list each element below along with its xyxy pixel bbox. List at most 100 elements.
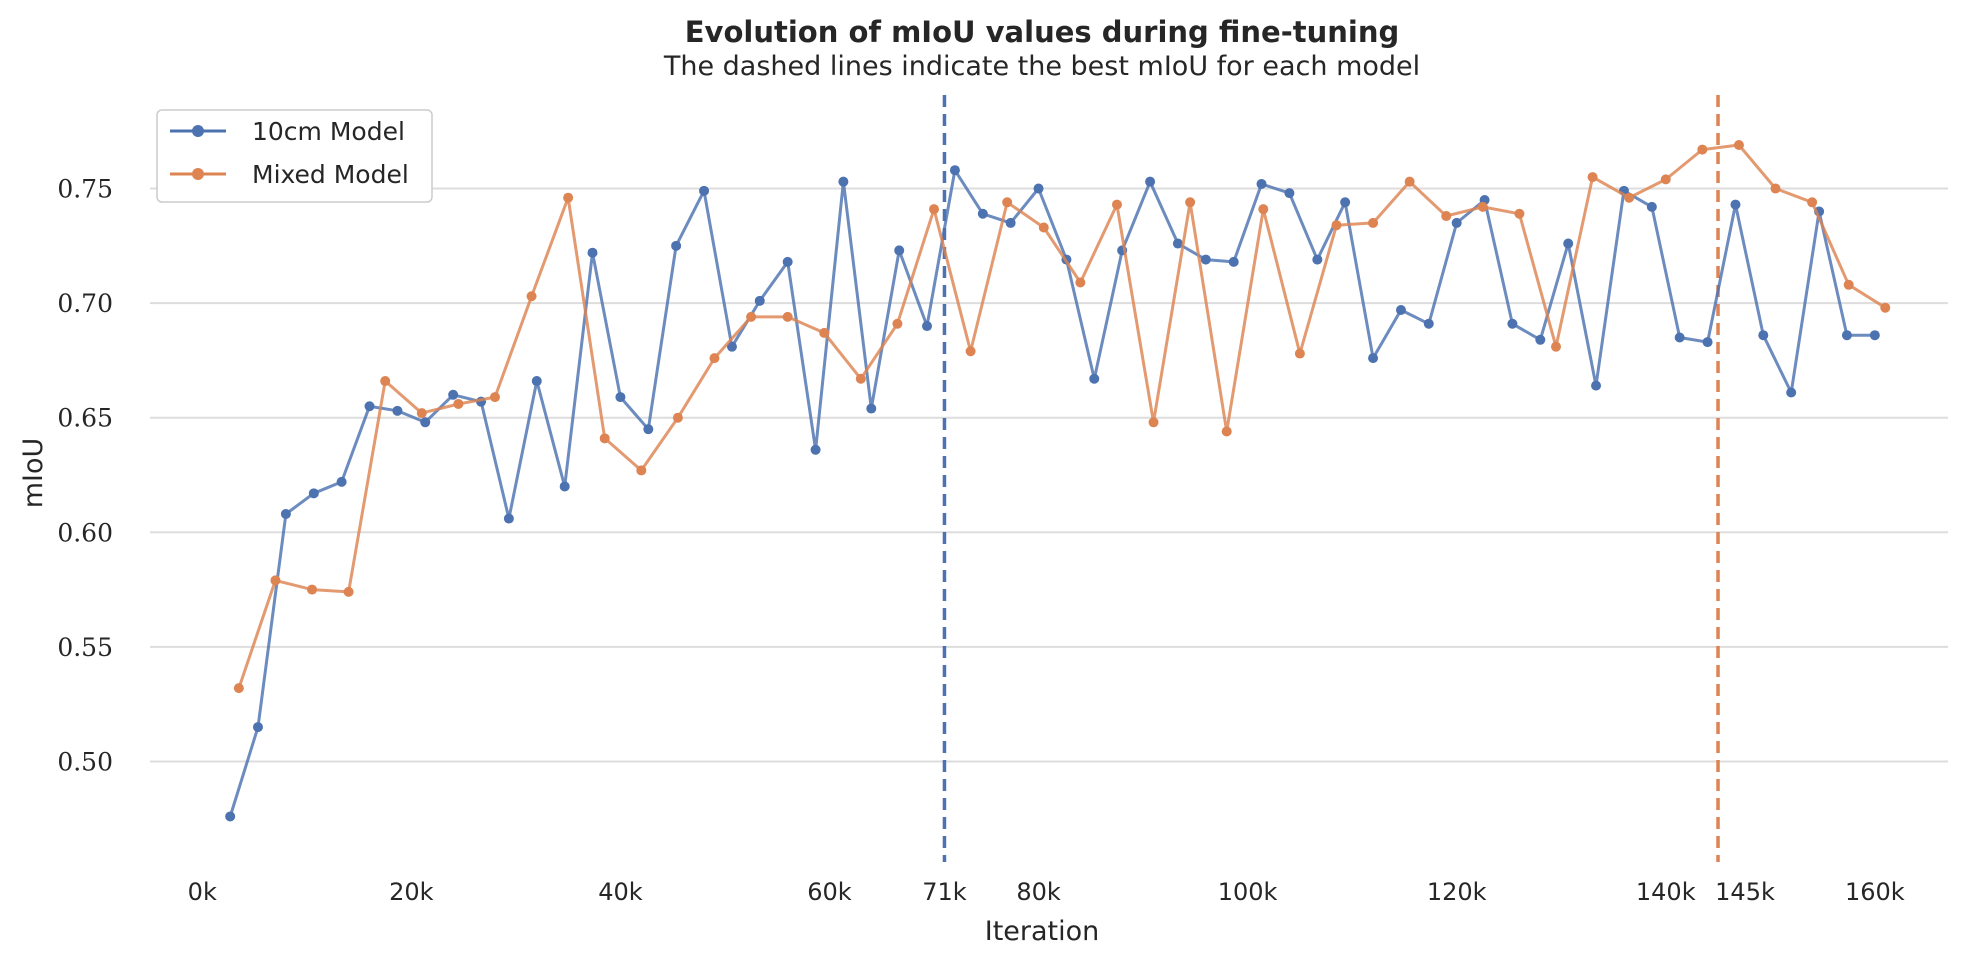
data-point xyxy=(307,584,318,595)
chart-subtitle: The dashed lines indicate the best mIoU … xyxy=(663,51,1420,82)
data-point xyxy=(1312,254,1323,265)
data-point xyxy=(949,165,960,176)
data-point xyxy=(453,398,464,409)
data-point xyxy=(1624,192,1635,203)
data-point xyxy=(1145,176,1156,187)
y-tick-label: 0.70 xyxy=(57,289,113,318)
x-tick-label: 120k xyxy=(1427,878,1487,906)
x-tick-label: 60k xyxy=(807,878,852,906)
data-point xyxy=(965,346,976,357)
best-miou-lines: 71k 145k xyxy=(922,95,1775,906)
data-point xyxy=(1646,201,1657,212)
data-point xyxy=(819,327,830,338)
data-point xyxy=(1550,341,1561,352)
chart-title: Evolution of mIoU values during fine-tun… xyxy=(685,15,1399,49)
legend-item-10cm-model: 10cm Model xyxy=(170,117,405,146)
data-point xyxy=(1033,183,1044,194)
legend-item-mixed-model: Mixed Model xyxy=(170,160,409,189)
legend-marker-mixed-model xyxy=(192,168,204,180)
data-point xyxy=(531,376,542,387)
data-point xyxy=(977,208,988,219)
x-tick-label: 0k xyxy=(188,878,217,906)
data-point xyxy=(1038,222,1049,233)
data-point xyxy=(1507,318,1518,329)
data-point xyxy=(1284,188,1295,199)
x-tick-label: 160k xyxy=(1845,878,1905,906)
data-point xyxy=(392,405,403,416)
x-tick-labels: 0k 20k 40k 60k 80k 100k 120k 140k 160k xyxy=(188,878,1905,906)
data-point xyxy=(1880,302,1891,313)
data-point xyxy=(892,318,903,329)
data-point xyxy=(1441,211,1452,222)
x-tick-label: 140k xyxy=(1636,878,1696,906)
data-point xyxy=(1258,204,1269,215)
gridlines xyxy=(150,187,1948,763)
y-tick-label: 0.50 xyxy=(57,747,113,776)
data-point xyxy=(1674,332,1685,343)
data-point xyxy=(225,811,236,822)
best-miou-label: 145k xyxy=(1715,878,1775,906)
data-point xyxy=(1228,256,1239,267)
data-point xyxy=(1340,197,1351,208)
legend: 10cm Model Mixed Model xyxy=(156,109,433,203)
data-point xyxy=(1002,197,1013,208)
data-point xyxy=(1005,217,1016,228)
best-miou-label: 71k xyxy=(922,878,967,906)
data-point xyxy=(1758,330,1769,341)
data-point xyxy=(503,513,514,524)
x-axis-label: Iteration xyxy=(985,916,1100,947)
data-point xyxy=(1368,217,1379,228)
data-point xyxy=(671,240,682,251)
data-point xyxy=(448,389,459,400)
data-point xyxy=(526,291,537,302)
data-point xyxy=(643,424,654,435)
data-point xyxy=(615,392,626,403)
data-point xyxy=(1843,279,1854,290)
x-tick-label: 80k xyxy=(1016,878,1061,906)
data-point xyxy=(1591,380,1602,391)
data-point xyxy=(1563,238,1574,249)
data-point xyxy=(233,683,244,694)
data-point xyxy=(559,481,570,492)
data-point xyxy=(636,465,647,476)
data-point xyxy=(380,376,391,387)
data-point xyxy=(866,403,877,414)
data-point xyxy=(1368,353,1379,364)
data-point xyxy=(1331,220,1342,231)
data-point xyxy=(1256,178,1267,189)
data-point xyxy=(1185,197,1196,208)
data-point xyxy=(1841,330,1852,341)
series-line xyxy=(237,143,1887,689)
data-point xyxy=(308,488,319,499)
data-point xyxy=(563,192,574,203)
data-point xyxy=(1786,387,1797,398)
data-point xyxy=(1200,254,1211,265)
data-point xyxy=(672,412,683,423)
y-axis-label: mIoU xyxy=(18,438,49,509)
data-point xyxy=(1395,305,1406,315)
data-point xyxy=(1075,277,1086,288)
data-point xyxy=(1730,199,1741,210)
data-point xyxy=(336,476,347,487)
data-point xyxy=(489,392,500,403)
data-point xyxy=(1089,373,1100,384)
data-point xyxy=(364,401,375,412)
legend-label-mixed-model: Mixed Model xyxy=(252,160,409,189)
data-point xyxy=(280,508,291,519)
data-point xyxy=(1148,417,1159,428)
x-tick-label: 100k xyxy=(1218,878,1278,906)
data-point xyxy=(1221,426,1232,437)
series-10cm-model xyxy=(225,165,1880,822)
data-point xyxy=(599,433,610,444)
data-point xyxy=(420,417,431,428)
data-point xyxy=(1770,183,1781,194)
data-point xyxy=(754,295,765,306)
series-mixed-model xyxy=(233,140,1891,694)
legend-box xyxy=(156,109,433,203)
data-point xyxy=(855,373,866,384)
series-lines xyxy=(225,140,1891,822)
series-line xyxy=(228,168,1875,817)
data-point xyxy=(1807,197,1818,208)
data-point xyxy=(587,247,598,258)
